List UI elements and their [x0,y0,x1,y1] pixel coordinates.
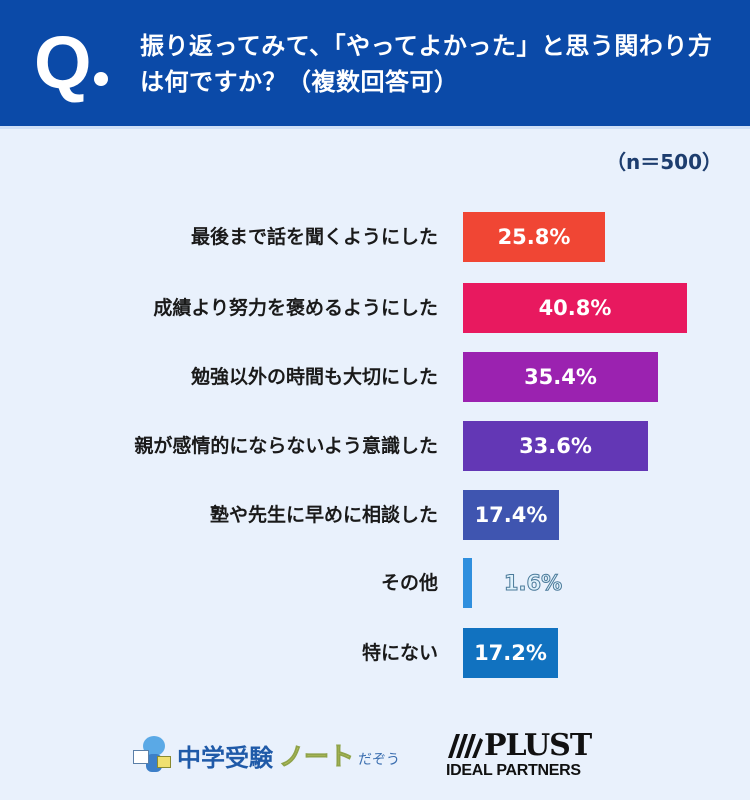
logo-suffix-text: だぞう [358,752,401,768]
plust-stripes-icon [448,734,483,758]
bar [463,283,687,333]
chart-row: その他 1.6% [0,558,750,608]
category-label: 特にない [361,642,438,664]
chart-row: 特にない 17.2% [0,628,750,678]
category-label: 勉強以外の時間も大切にした [190,366,438,388]
bar [463,212,605,262]
chart-row: 最後まで話を聞くようにした 25.8% [0,212,750,262]
category-label: 塾や先生に早めに相談した [209,504,438,526]
plust-subtitle: IDEAL PARTNERS [446,762,581,779]
chart-row: 勉強以外の時間も大切にした 35.4% [0,352,750,402]
category-label: その他 [380,572,438,594]
category-label: 親が感情的にならないよう意識した [134,435,438,457]
chart-row: 親が感情的にならないよう意識した 33.6% [0,421,750,471]
bar-value-label: 17.2% [474,641,547,665]
header-divider [0,126,750,129]
bar [463,490,559,540]
question-header: Q 振り返ってみて、「やってよかった」と思う関わり方は何ですか？（複数回答可） [0,0,750,126]
bar-value-label: 1.6% [503,571,563,596]
logo-note-text: ノート [278,742,355,772]
logo-main-text: 中学受験 [177,743,273,772]
q-mark: Q [34,21,92,104]
chart-row: 成績より努力を褒めるようにした 40.8% [0,283,750,333]
chugaku-juken-note-logo: 中学受験 ノート だぞう [133,734,400,776]
footer-logos: 中学受験 ノート だぞう PLUST IDEAL PARTNERS [0,722,750,782]
bar [463,558,472,608]
q-dot-icon [94,72,108,86]
plust-wordmark: PLUST [484,728,592,763]
bar [463,352,658,402]
chart-row: 塾や先生に早めに相談した 17.4% [0,490,750,540]
bar-value-label: 25.8% [497,225,571,249]
question-title: 振り返ってみて、「やってよかった」と思う関わり方は何ですか？（複数回答可） [140,32,713,96]
category-label: 最後まで話を聞くようにした [190,226,438,248]
bar [463,421,648,471]
elephant-mascot-icon [133,734,171,776]
bar-value-label: 40.8% [538,296,612,320]
sample-size: （n＝500） [606,150,722,174]
category-label: 成績より努力を褒めるようにした [153,297,438,319]
bar [463,628,558,678]
bar-value-label: 17.4% [474,503,548,527]
bar-value-label: 35.4% [524,365,597,389]
bar-value-label: 33.6% [519,434,592,458]
